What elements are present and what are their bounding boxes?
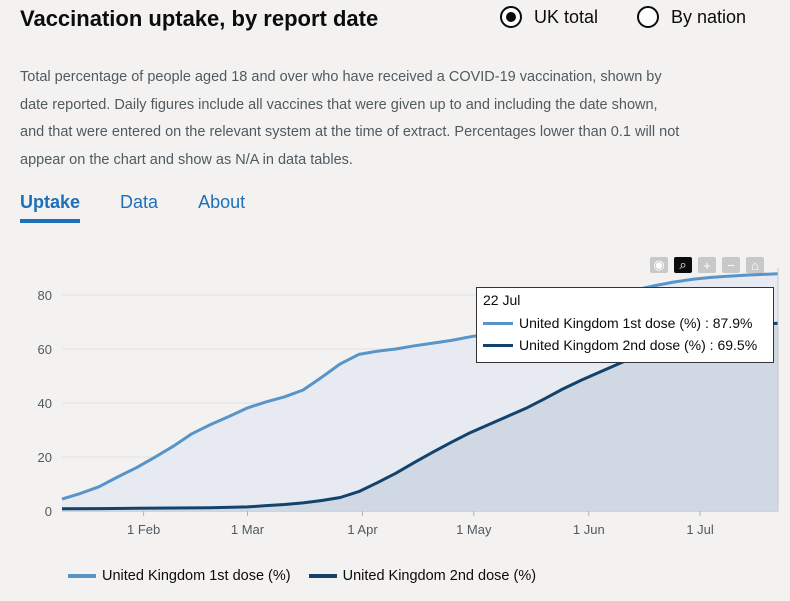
tab-data[interactable]: Data [120,192,159,212]
tooltip-row-first-dose: United Kingdom 1st dose (%) : 87.9% [483,312,767,334]
legend-first-dose-label: United Kingdom 1st dose (%) [102,568,291,584]
chart-legend: United Kingdom 1st dose (%) United Kingd… [68,568,554,584]
tab-about[interactable]: About [198,192,246,212]
zoom-in-icon[interactable]: + [698,257,716,273]
radio-by-nation-label: By nation [671,6,747,27]
tooltip-row-second-dose: United Kingdom 2nd dose (%) : 69.5% [483,334,767,356]
legend-first-dose-swatch [68,574,96,578]
tooltip-first-dose-label: United Kingdom 1st dose (%) : 87.9% [519,315,753,331]
chart-description: Total percentage of people aged 18 and o… [20,69,680,168]
y-tick-label: 20 [38,450,52,465]
tooltip-date: 22 Jul [483,292,521,308]
zoom-out-icon[interactable]: − [722,257,740,273]
radio-by-nation[interactable]: By nation [637,6,746,28]
x-tick-label: 1 Apr [347,522,378,537]
chart-tooltip: 22 Jul United Kingdom 1st dose (%) : 87.… [476,287,774,363]
radio-selected-icon[interactable] [500,6,522,28]
series-area-2 [62,323,778,511]
first-dose-swatch [483,321,513,325]
tab-uptake[interactable]: Uptake [20,192,81,223]
x-tick-label: 1 Mar [231,522,265,537]
page-title: Vaccination uptake, by report date [20,6,379,31]
legend-second-dose-label: United Kingdom 2nd dose (%) [342,568,537,584]
y-tick-label: 0 [45,504,52,519]
y-tick-label: 80 [38,288,52,303]
camera-icon[interactable]: ◉ [650,257,668,273]
series-line-1 [61,272,779,501]
radio-uk-total[interactable]: UK total [500,6,598,28]
radio-unselected-icon[interactable] [637,6,659,28]
second-dose-swatch [483,343,513,347]
y-tick-label: 40 [38,396,52,411]
legend-item-second-dose[interactable]: United Kingdom 2nd dose (%) [308,568,537,584]
y-tick-label: 60 [38,342,52,357]
legend-item-first-dose[interactable]: United Kingdom 1st dose (%) [68,568,291,584]
chart-toolbar: ◉ ⌕ + − ⌂ [650,257,764,273]
tooltip-second-dose-label: United Kingdom 2nd dose (%) : 69.5% [519,337,758,353]
x-tick-label: 1 May [456,522,492,537]
x-tick-label: 1 Feb [127,522,160,537]
x-tick-label: 1 Jun [573,522,605,537]
x-tick-label: 1 Jul [686,522,714,537]
zoom-icon[interactable]: ⌕ [674,257,692,273]
radio-uk-total-label: UK total [534,6,599,27]
legend-second-dose-swatch [308,574,337,578]
home-icon[interactable]: ⌂ [746,257,764,273]
tab-bar: Uptake Data About [20,192,285,223]
